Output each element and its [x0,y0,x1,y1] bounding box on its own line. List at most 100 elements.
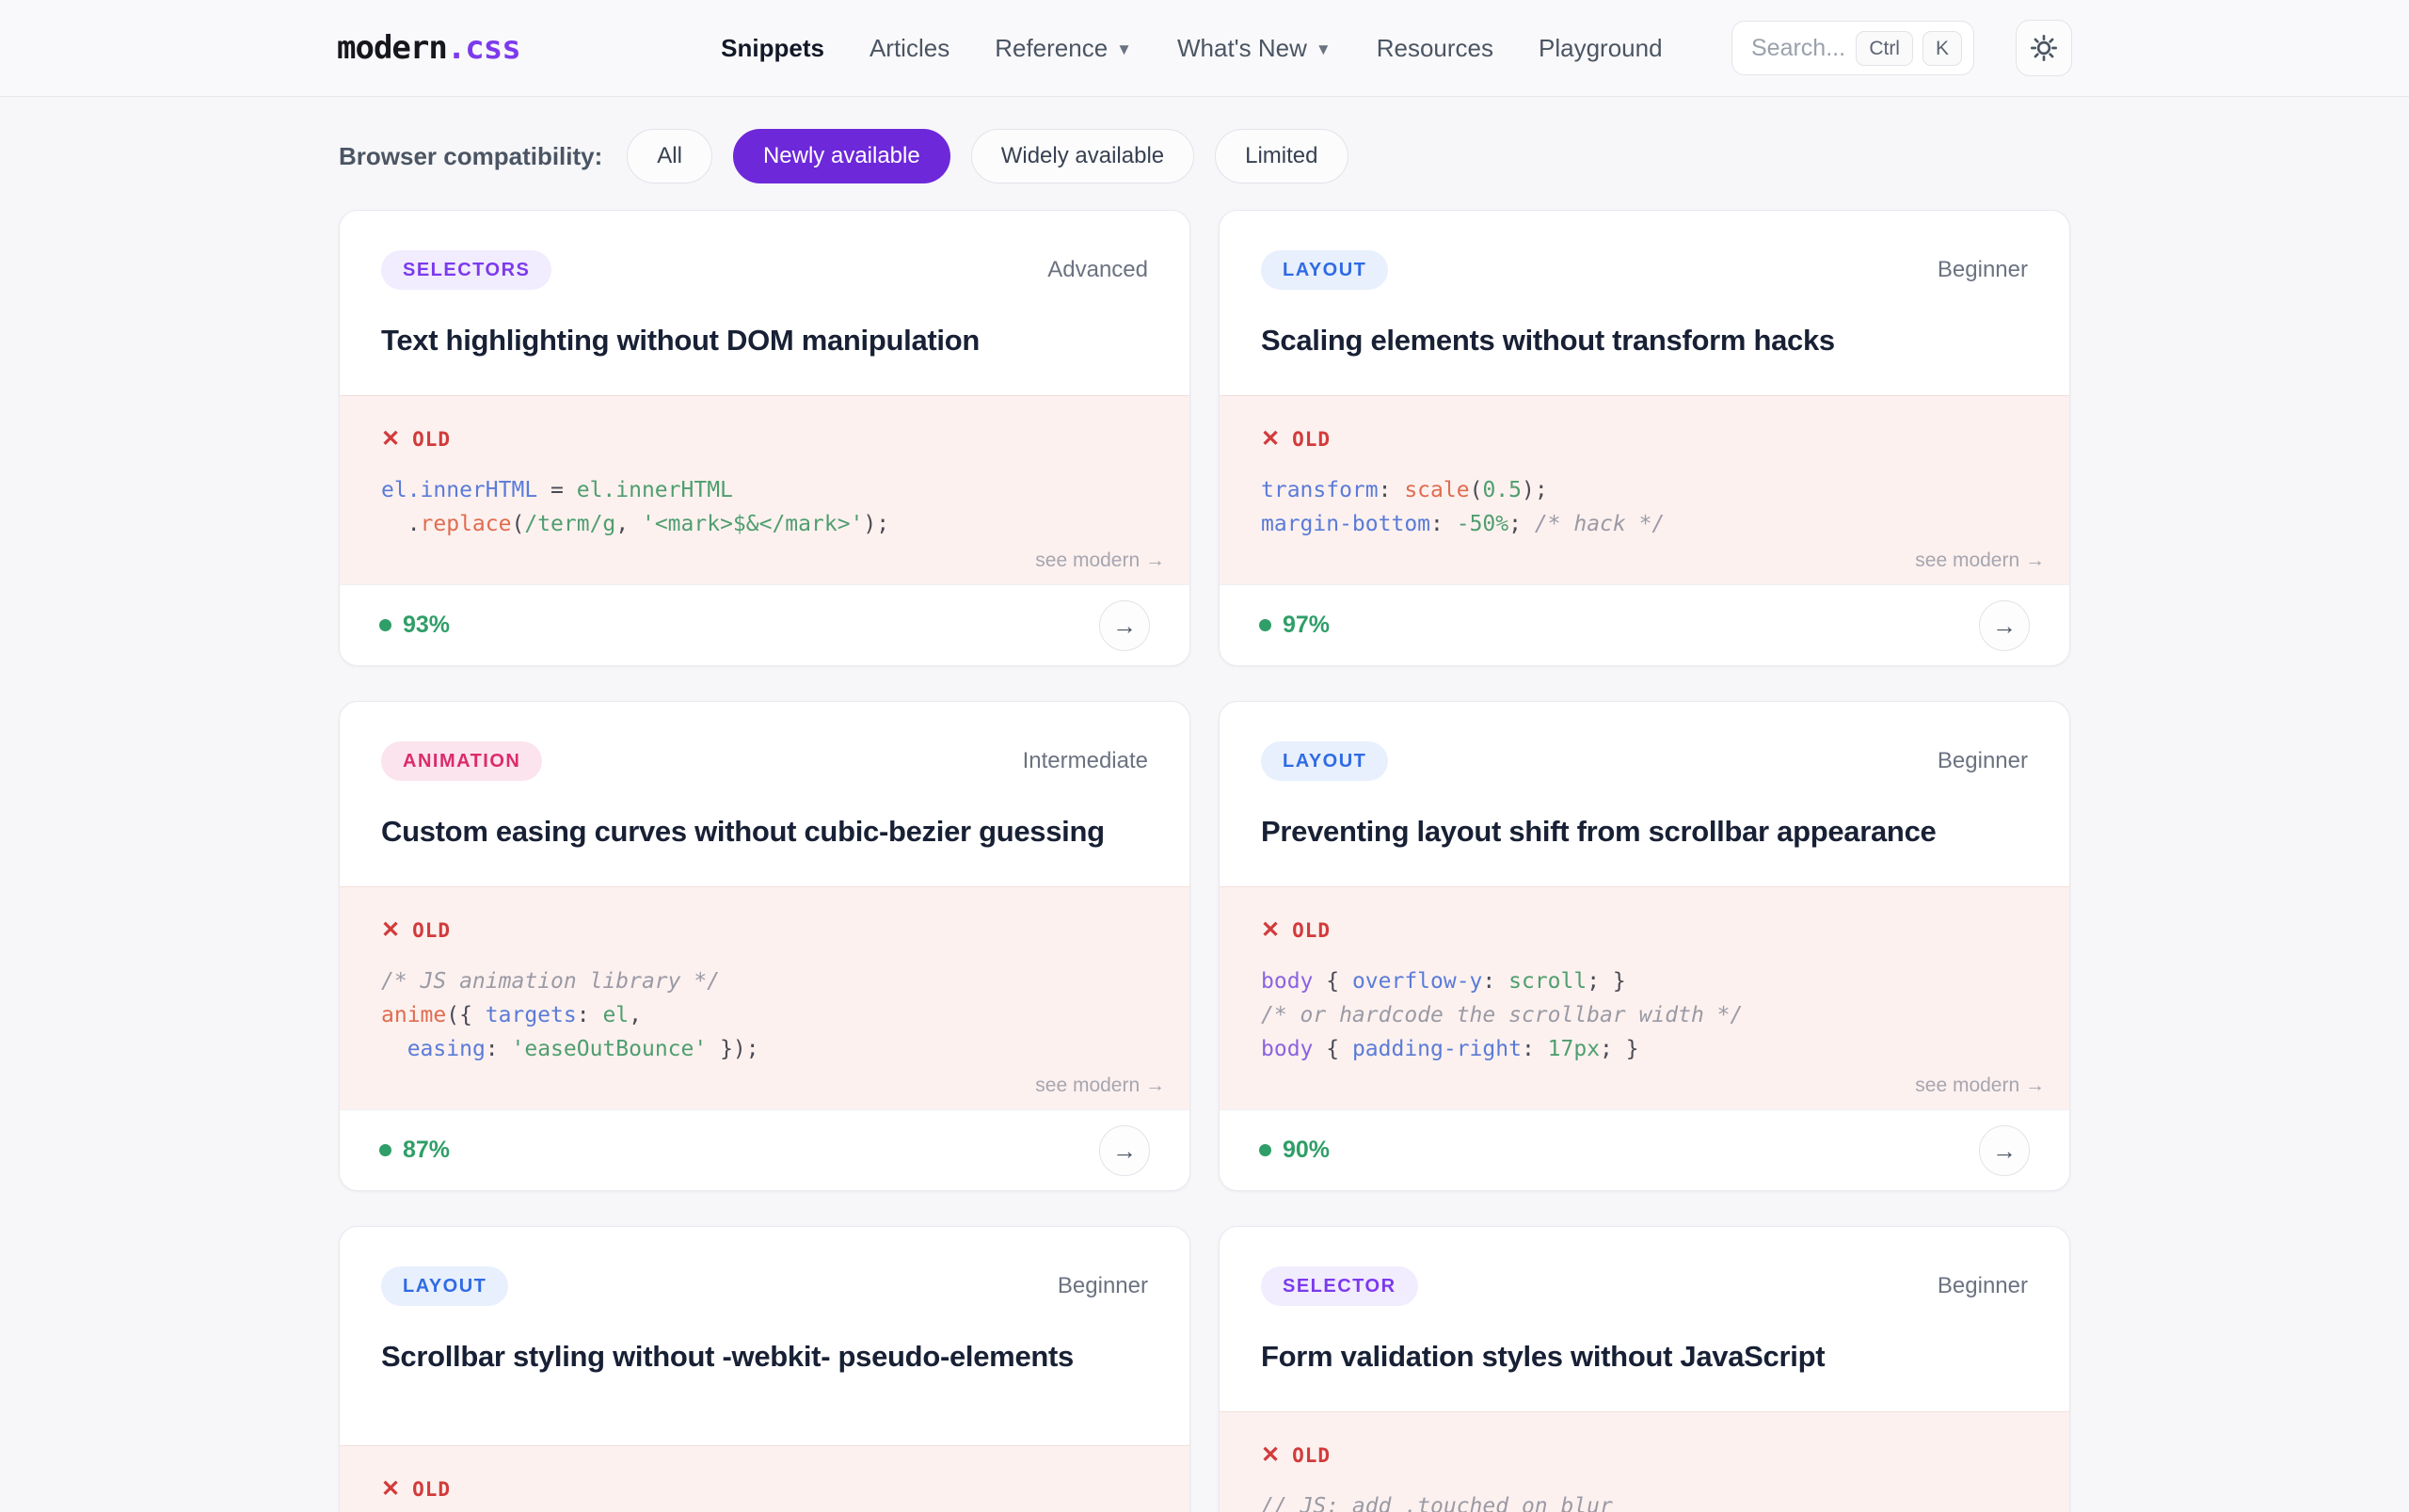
see-modern-link[interactable]: see modern → [1035,549,1165,571]
code-line: body { padding-right: 17px; } [1261,1037,1639,1061]
old-label: OLD [412,1478,452,1501]
difficulty-label: Intermediate [1022,748,1148,773]
old-header: ✕ OLD [381,917,1148,943]
nav-label: Articles [869,33,950,62]
browser-support: 97% [1259,612,1330,639]
card-footer: 90% → [1220,1109,2069,1190]
old-header: ✕ OLD [381,426,1148,452]
filter-pill-widely-available[interactable]: Widely available [970,129,1195,183]
category-badge: ANIMATION [381,741,543,781]
open-snippet-button[interactable]: → [1099,1124,1150,1176]
old-code-block: ✕ OLD /* webkit only */::-webkit-scrollb… [340,1445,1189,1512]
code-block: body { overflow-y: scroll; } /* or hardco… [1261,964,2028,1066]
difficulty-label: Advanced [1047,257,1148,282]
open-snippet-button[interactable]: → [1979,599,2030,651]
support-percent: 90% [1283,1137,1331,1163]
code-line: .replace(/term/g, '<mark>$&</mark>'); [381,512,890,536]
see-modern-link[interactable]: see modern → [1035,1074,1165,1096]
code-line: /* or hardcode the scrollbar width */ [1261,1003,1744,1027]
old-label: OLD [412,428,452,451]
support-dot-icon [1259,1144,1271,1156]
category-badge: LAYOUT [381,1266,509,1306]
old-header: ✕ OLD [1261,1442,2028,1468]
kbd-ctrl: Ctrl [1856,30,1913,66]
card-footer: 93% → [340,584,1189,665]
snippet-card[interactable]: SELECTORS Advanced Text highlighting wit… [339,210,1190,666]
see-modern-link[interactable]: see modern → [1915,1074,2045,1096]
nav-item-reference[interactable]: Reference ▼ [995,34,1132,63]
card-title: Preventing layout shift from scrollbar a… [1261,815,1937,848]
nav-item-whats-new[interactable]: What's New ▼ [1177,34,1332,63]
code-block: transform: scale(0.5); margin-bottom: -50… [1261,473,2028,541]
nav-item-snippets[interactable]: Snippets [721,34,824,63]
browser-support: 93% [379,612,450,639]
filter-pill-limited[interactable]: Limited [1215,129,1348,183]
see-modern-link[interactable]: see modern → [1915,549,2045,571]
x-icon: ✕ [1261,426,1281,452]
code-block: el.innerHTML = el.innerHTML .replace(/te… [381,473,1148,541]
x-icon: ✕ [381,917,401,943]
sun-icon [2029,33,2059,63]
snippet-card[interactable]: SELECTOR Beginner Form validation styles… [1219,1226,2070,1512]
card-title: Scaling elements without transform hacks [1261,324,1835,357]
filter-pill-newly-available[interactable]: Newly available [732,129,950,183]
nav-label: What's New [1177,33,1307,62]
old-code-block: ✕ OLD // JS: add .touched on blurel.addE… [1220,1411,2069,1512]
snippet-card[interactable]: LAYOUT Beginner Scaling elements without… [1219,210,2070,666]
support-percent: 87% [403,1137,451,1163]
old-header: ✕ OLD [381,1478,1148,1502]
card-header: SELECTOR Beginner Form validation styles… [1220,1227,2069,1411]
support-percent: 93% [403,612,451,638]
old-code-block: ✕ OLD /* JS animation library */ anime({ … [340,886,1189,1109]
card-header: LAYOUT Beginner Scrollbar styling withou… [340,1227,1189,1445]
chevron-down-icon: ▼ [1116,40,1132,58]
old-code-block: ✕ OLD body { overflow-y: scroll; } /* or … [1220,886,2069,1109]
card-title: Custom easing curves without cubic-bezie… [381,815,1105,848]
card-footer: 97% → [1220,584,2069,665]
nav-label: Playground [1539,33,1663,62]
card-header: LAYOUT Beginner Scaling elements without… [1220,211,2069,395]
x-icon: ✕ [381,426,401,452]
card-header: SELECTORS Advanced Text highlighting wit… [340,211,1189,395]
support-dot-icon [379,619,391,631]
nav-label: Snippets [721,33,824,62]
nav-item-articles[interactable]: Articles [869,34,949,63]
old-header: ✕ OLD [1261,426,2028,452]
code-line: margin-bottom: -50%; /* hack */ [1261,512,1666,536]
old-code-block: ✕ OLD el.innerHTML = el.innerHTML .repla… [340,395,1189,584]
nav-item-resources[interactable]: Resources [1377,34,1493,63]
arrow-right-icon: → [1112,611,1137,640]
snippet-card[interactable]: LAYOUT Beginner Preventing layout shift … [1219,701,2070,1191]
nav-label: Resources [1376,33,1493,62]
site-header: modern.css Snippets Articles Reference ▼ … [0,0,2409,97]
category-badge: LAYOUT [1261,250,1389,290]
card-header: LAYOUT Beginner Preventing layout shift … [1220,702,2069,886]
kbd-k: K [1922,30,1962,66]
snippet-card[interactable]: LAYOUT Beginner Scrollbar styling withou… [339,1226,1190,1512]
x-icon: ✕ [1261,1442,1281,1468]
search-box[interactable]: Ctrl K [1731,21,1974,75]
open-snippet-button[interactable]: → [1979,1124,2030,1176]
difficulty-label: Beginner [1937,748,2028,773]
main-nav: Snippets Articles Reference ▼ What's New ▼… [652,34,1731,63]
nav-label: Reference [995,33,1109,62]
open-snippet-button[interactable]: → [1099,599,1150,651]
card-title: Scrollbar styling without -webkit- pseud… [381,1340,1074,1373]
site-logo[interactable]: modern.css [337,29,521,67]
nav-item-playground[interactable]: Playground [1539,34,1663,63]
filter-pill-all[interactable]: All [627,129,712,183]
old-label: OLD [1292,428,1332,451]
snippet-card[interactable]: ANIMATION Intermediate Custom easing cur… [339,701,1190,1191]
code-line: transform: scale(0.5); [1261,478,1548,502]
code-line: el.innerHTML = el.innerHTML [381,478,733,502]
code-line: // JS: add .touched on blur [1261,1494,1613,1512]
code-line: anime({ targets: el, [381,1003,642,1027]
code-line: /* JS animation library */ [381,969,721,994]
arrow-right-icon: → [1992,611,2017,640]
category-badge: SELECTOR [1261,1266,1418,1306]
code-line: body { overflow-y: scroll; } [1261,969,1626,994]
support-percent: 97% [1283,612,1331,638]
search-input[interactable] [1751,34,1847,62]
card-header: ANIMATION Intermediate Custom easing cur… [340,702,1189,886]
theme-toggle-button[interactable] [2016,20,2072,76]
